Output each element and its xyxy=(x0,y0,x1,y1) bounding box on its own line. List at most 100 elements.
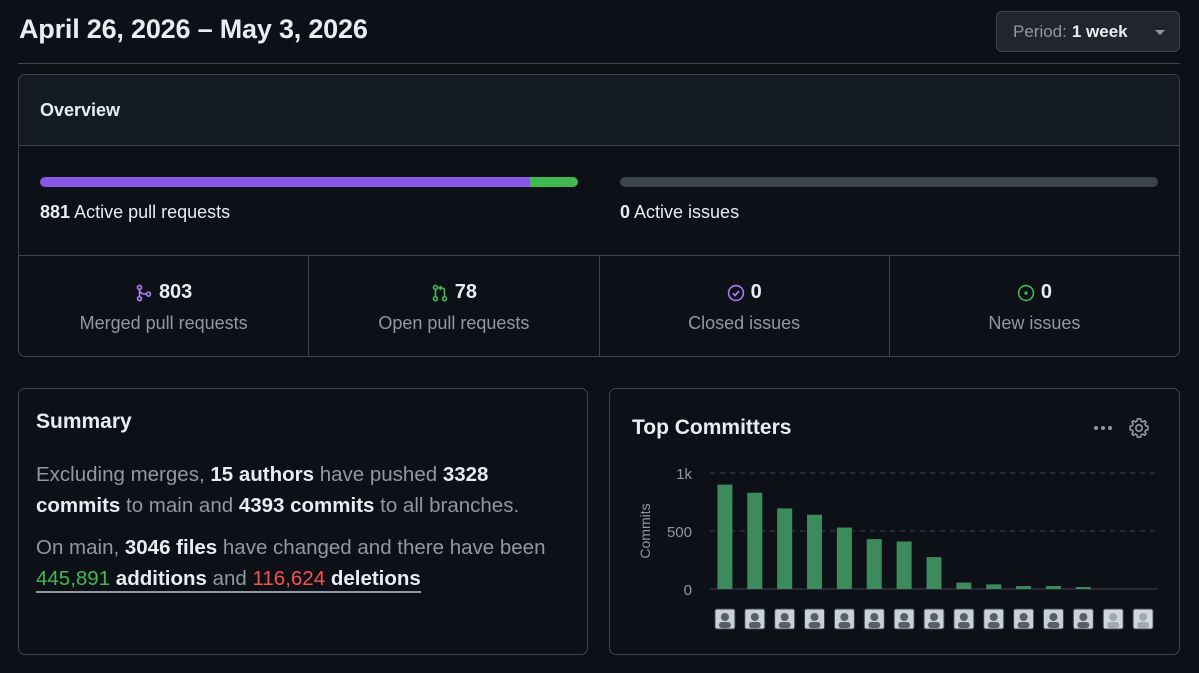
avatar-body xyxy=(868,622,881,628)
avatar-head xyxy=(840,613,849,621)
avatar-head xyxy=(1049,613,1058,621)
avatar-head xyxy=(870,613,879,621)
overview-panel: Overview 881 Active pull requests 0 Acti… xyxy=(18,74,1180,357)
avatar-head xyxy=(1019,613,1028,621)
overview-bars: 881 Active pull requests 0 Active issues xyxy=(19,146,1179,256)
issue-closed-icon xyxy=(727,284,744,301)
new-issues-stat[interactable]: 0 New issues xyxy=(890,256,1179,356)
avatar-body xyxy=(718,622,731,628)
additions-count: 445,891 xyxy=(36,567,111,590)
committer-bar xyxy=(1075,587,1091,589)
avatar-body xyxy=(1077,622,1090,628)
avatar-head xyxy=(810,613,819,621)
avatar-head xyxy=(720,613,729,621)
avatar-body xyxy=(778,622,791,628)
avatar-body xyxy=(1137,622,1150,628)
committer-bar xyxy=(866,539,882,589)
header-divider xyxy=(18,63,1180,64)
merged-segment xyxy=(40,177,531,187)
avatar-body xyxy=(898,622,911,628)
committer-bar xyxy=(777,508,793,589)
committer-bar xyxy=(1045,586,1061,589)
closed-issues-value: 0 xyxy=(750,281,762,303)
avatar-head xyxy=(900,613,909,621)
kebab-horizontal-icon[interactable] xyxy=(1090,417,1116,439)
avatar-body xyxy=(808,622,821,628)
period-select-button[interactable]: Period: 1 week xyxy=(996,11,1180,52)
overview-title: Overview xyxy=(19,75,1179,146)
merged-prs-stat[interactable]: 803 Merged pull requests xyxy=(19,256,310,356)
active-issues-label: Active issues xyxy=(634,202,740,222)
period-value: 1 week xyxy=(1071,21,1128,41)
avatar-body xyxy=(1107,622,1120,628)
triangle-down-icon xyxy=(1155,30,1165,35)
committer-bar xyxy=(926,557,942,589)
committer-bar xyxy=(807,514,823,589)
merged-prs-label: Merged pull requests xyxy=(79,313,248,333)
authors-count: 15 authors xyxy=(210,463,315,486)
additions-deletions-link[interactable]: 445,891 additions and 116,624 deletions xyxy=(36,567,421,593)
active-prs-count: 881 xyxy=(40,202,71,222)
avatar-body xyxy=(838,622,851,628)
active-prs-label: Active pull requests xyxy=(74,202,231,222)
new-issues-value: 0 xyxy=(1040,281,1052,303)
committer-bar xyxy=(986,584,1002,589)
summary-title: Summary xyxy=(36,410,132,433)
y-tick-label: 1k xyxy=(676,466,692,483)
summary-panel: Summary Excluding merges, 15 authors hav… xyxy=(18,388,588,655)
active-issues-count: 0 xyxy=(620,202,631,222)
committer-bar xyxy=(896,541,912,589)
avatar-body xyxy=(748,622,761,628)
main-commits-count: 3328 commits xyxy=(36,463,489,517)
date-range-title: April 26, 2026 – May 3, 2026 xyxy=(19,14,368,44)
avatar-body xyxy=(987,622,1000,628)
avatar-body xyxy=(957,622,970,628)
avatar-body xyxy=(1047,622,1060,628)
issues-progress-bar[interactable] xyxy=(620,177,1158,187)
committer-bar xyxy=(747,492,763,589)
avatar-head xyxy=(780,613,789,621)
active-prs-summary[interactable]: 881 Active pull requests xyxy=(40,202,230,223)
merged-prs-value: 803 xyxy=(158,281,193,303)
avatar-head xyxy=(959,613,968,621)
avatar-head xyxy=(1139,613,1148,621)
avatar-head xyxy=(989,613,998,621)
y-tick-label: 0 xyxy=(684,582,692,599)
y-tick-label: 500 xyxy=(667,524,692,541)
period-label: Period: xyxy=(1013,21,1067,41)
committer-bar xyxy=(956,582,972,589)
avatar-head xyxy=(1109,613,1118,621)
closed-issues-stat[interactable]: 0 Closed issues xyxy=(600,256,890,356)
open-segment xyxy=(530,177,578,187)
git-pull-request-icon xyxy=(432,284,448,301)
committer-bar xyxy=(1016,586,1032,589)
open-prs-value: 78 xyxy=(454,281,477,303)
gear-icon[interactable] xyxy=(1128,417,1150,439)
open-prs-stat[interactable]: 78 Open pull requests xyxy=(309,256,600,356)
top-committers-title: Top Committers xyxy=(632,416,792,439)
committer-bar xyxy=(717,484,733,589)
avatar-head xyxy=(750,613,759,621)
committer-bar xyxy=(836,527,852,589)
all-commits-count: 4393 commits xyxy=(238,494,375,517)
avatar-head xyxy=(930,613,938,621)
pull-requests-progress-bar[interactable] xyxy=(40,177,578,187)
active-issues-summary[interactable]: 0 Active issues xyxy=(620,202,739,223)
git-merge-icon xyxy=(136,284,152,301)
open-prs-label: Open pull requests xyxy=(378,313,530,333)
summary-changes-text: On main, 3046 files have changed and the… xyxy=(36,532,571,594)
y-axis-label: Commits xyxy=(637,503,653,558)
closed-issues-label: Closed issues xyxy=(688,313,801,333)
new-issues-label: New issues xyxy=(988,313,1081,333)
avatar-body xyxy=(928,622,940,628)
issue-opened-icon xyxy=(1017,284,1035,301)
summary-commits-text: Excluding merges, 15 authors have pushed… xyxy=(36,463,520,517)
files-changed-count: 3046 files xyxy=(124,536,218,559)
top-committers-chart: 0 500 1k Commits xyxy=(637,466,1158,630)
avatar-head xyxy=(1079,613,1088,621)
avatar-body xyxy=(1017,622,1030,628)
top-committers-panel: 0 500 1k Commits Top Committers xyxy=(609,388,1180,655)
deletions-count: 116,624 xyxy=(252,567,326,590)
overview-stats: 803 Merged pull requests 78 Open pull re… xyxy=(19,256,1179,356)
